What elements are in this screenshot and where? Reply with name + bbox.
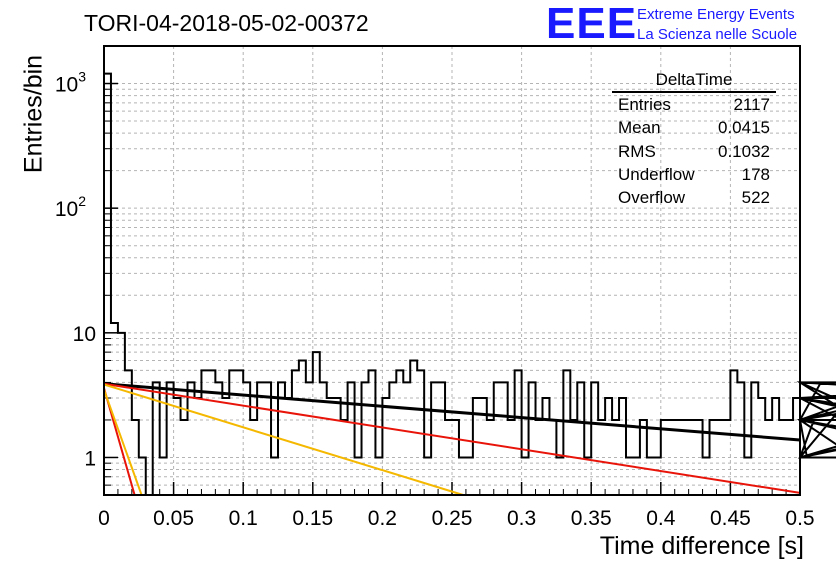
y-tick-label: 1 [84,447,96,470]
stat-key: Underflow [618,164,695,184]
x-tick-label: 0.15 [292,507,333,530]
fit-curve-total [103,382,801,442]
fit-curve-yellow [103,383,464,496]
y-tick-label: 102 [55,193,86,221]
logo-line-1: Extreme Energy Events [637,6,795,23]
stat-row-overflow: Overflow 522 [612,186,776,209]
stat-value: 522 [741,188,770,208]
y-tick-label: 10 [73,323,96,346]
stat-key: RMS [618,141,656,161]
chart-title: TORI-04-2018-05-02-00372 [84,10,369,36]
logo-mark: EEE [546,0,638,48]
histogram-outline [103,72,836,496]
stat-value: 2117 [733,95,770,114]
x-tick-label: 0.35 [571,507,612,530]
stat-row-mean: Mean 0.0415 [612,116,776,139]
stat-key: Mean [618,118,661,138]
x-tick-label: 0.2 [368,507,397,530]
stat-value: 178 [741,164,770,184]
x-tick-labels: 0 0.05 0.1 0.15 0.2 0.25 0.3 0.35 0.4 0.45 0.5 [98,507,814,530]
stat-row-entries: Entries 2117 [612,93,776,116]
stat-value: 0.1032 [718,141,770,161]
stat-value: 0.0415 [718,118,770,138]
fit-curve-yellow [103,389,143,496]
x-tick-label: 0.4 [646,507,676,530]
plot-frame [103,45,801,496]
fit-curves [103,382,801,496]
histogram [103,72,836,496]
stats-box: DeltaTime Entries 2117 Mean 0.0415 RMS 0… [612,70,776,209]
x-axis-label: Time difference [s] [599,532,804,560]
y-axis-label: Entries/bin [19,54,48,174]
y-tick-label: 103 [55,69,86,97]
x-tick-label: 0.5 [785,507,814,530]
fit-curve-red [103,382,801,494]
stats-title: DeltaTime [612,70,776,93]
x-tick-label: 0.25 [432,507,473,530]
x-tick-label: 0 [98,507,110,530]
x-tick-label: 0.05 [153,507,194,530]
y-tick-labels: 1 10 102 103 [55,69,96,471]
stat-key: Overflow [618,188,686,208]
logo-line-2: La Scienza nelle Scuole [637,26,798,43]
x-tick-label: 0.1 [229,507,258,530]
stat-key: Entries [618,95,671,114]
x-tick-label: 0.3 [507,507,536,530]
stat-row-rms: RMS 0.1032 [612,140,776,163]
stat-row-underflow: Underflow 178 [612,163,776,186]
x-tick-label: 0.45 [710,507,751,530]
